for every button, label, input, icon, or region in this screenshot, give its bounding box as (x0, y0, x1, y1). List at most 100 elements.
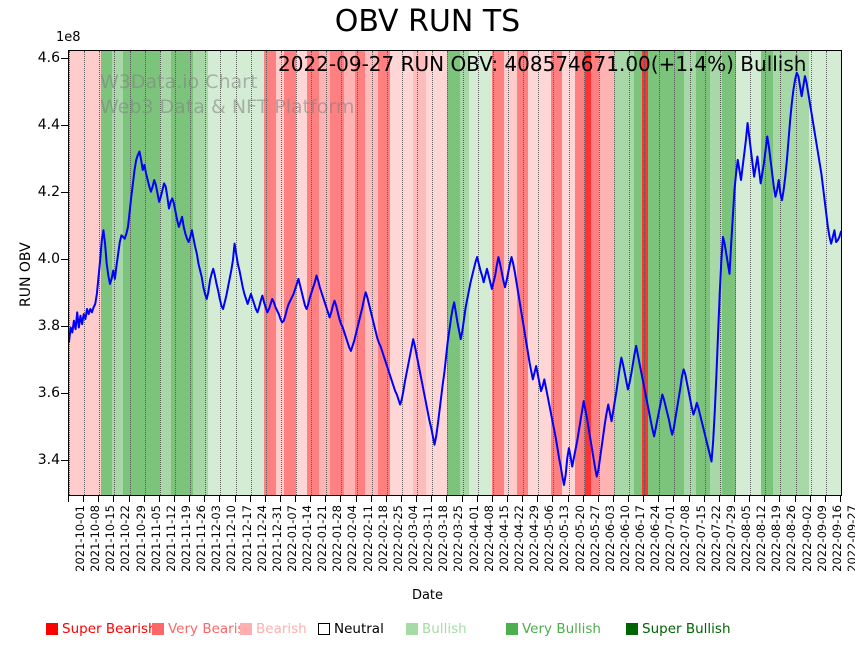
x-tick-label: 2022-05-13 (557, 505, 572, 572)
sentiment-band (695, 51, 710, 495)
x-tick-label: 2021-10-29 (133, 505, 148, 572)
sentiment-band (365, 51, 378, 495)
grid-line (432, 51, 434, 495)
x-tick-label: 2022-08-26 (784, 505, 799, 572)
legend-item-neutral[interactable]: Neutral (318, 620, 384, 638)
x-tick-mark (476, 495, 478, 502)
x-tick-mark (340, 495, 342, 502)
legend-label: Super Bearish (62, 621, 157, 637)
grid-line (689, 51, 691, 495)
x-tick-label: 2021-10-01 (73, 505, 87, 572)
grid-line (296, 51, 298, 495)
x-tick-label: 2022-03-04 (406, 505, 421, 572)
x-tick-mark (824, 495, 826, 502)
x-tick-mark (264, 495, 266, 502)
obv-line (69, 73, 841, 485)
grid-line (659, 51, 661, 495)
x-tick-mark (295, 495, 297, 502)
x-tick-mark (522, 495, 524, 502)
x-tick-label: 2021-11-12 (163, 505, 178, 572)
grid-line (129, 51, 131, 495)
legend-item-super-bearish[interactable]: Super Bearish (46, 620, 157, 638)
sentiment-band (575, 51, 585, 495)
grid-line (583, 51, 585, 495)
sentiment-band (283, 51, 296, 495)
x-tick-mark (401, 495, 403, 502)
x-tick-mark (597, 495, 599, 502)
x-tick-label: 2022-06-10 (617, 505, 632, 572)
y-tick-mark (61, 393, 68, 395)
x-tick-mark (673, 495, 675, 502)
x-tick-label: 2022-03-25 (451, 505, 466, 572)
x-tick-label: 2022-03-11 (421, 505, 436, 572)
x-tick-label: 2022-04-22 (511, 505, 526, 572)
sentiment-band (275, 51, 284, 495)
y-tick-mark (61, 259, 68, 261)
y-tick-mark (61, 192, 68, 194)
legend-item-super-bullish[interactable]: Super Bullish (626, 620, 731, 638)
x-tick-mark (173, 495, 175, 502)
grid-line (447, 51, 449, 495)
legend-label: Bullish (422, 621, 467, 637)
legend-item-very-bearish[interactable]: Very Bearish (152, 620, 253, 638)
grid-line (417, 51, 419, 495)
x-tick-mark (809, 495, 811, 502)
sentiment-band (319, 51, 330, 495)
x-tick-mark (143, 495, 145, 502)
plot-area (68, 50, 842, 496)
sentiment-band (306, 51, 320, 495)
grid-line (523, 51, 525, 495)
x-tick-mark (83, 495, 85, 502)
grid-line (250, 51, 252, 495)
legend-swatch-icon (406, 623, 418, 635)
x-tick-mark (718, 495, 720, 502)
grid-line (795, 51, 797, 495)
legend-item-very-bullish[interactable]: Very Bullish (506, 620, 601, 638)
x-tick-label: 2022-09-16 (829, 505, 844, 572)
x-tick-label: 2021-12-24 (254, 505, 269, 572)
x-tick-mark (370, 495, 372, 502)
grid-line (674, 51, 676, 495)
x-tick-mark (234, 495, 236, 502)
x-tick-mark (128, 495, 130, 502)
x-tick-label: 2022-08-19 (769, 505, 784, 572)
sentiment-band (598, 51, 615, 495)
x-tick-mark (703, 495, 705, 502)
y-tick-mark (61, 460, 68, 462)
x-tick-label: 2022-08-05 (739, 505, 754, 572)
legend-swatch-icon (318, 623, 330, 635)
y-tick-label: 3.6 (37, 385, 60, 402)
legend-swatch-icon (240, 623, 252, 635)
x-tick-mark (355, 495, 357, 502)
y-tick-label: 4.2 (37, 184, 60, 201)
x-tick-mark (567, 495, 569, 502)
sentiment-band (459, 51, 469, 495)
grid-line (538, 51, 540, 495)
x-tick-mark (385, 495, 387, 502)
x-tick-mark (779, 495, 781, 502)
sentiment-band (447, 51, 460, 495)
grid-line (553, 51, 555, 495)
legend-item-bullish[interactable]: Bullish (406, 620, 467, 638)
legend-label: Neutral (334, 621, 384, 637)
grid-line (629, 51, 631, 495)
x-tick-mark (431, 495, 433, 502)
legend-item-bearish[interactable]: Bearish (240, 620, 307, 638)
grid-line (144, 51, 146, 495)
x-tick-mark (734, 495, 736, 502)
x-tick-label: 2022-06-24 (648, 505, 663, 572)
sentiment-band (295, 51, 307, 495)
x-tick-label: 2022-08-12 (754, 505, 769, 572)
grid-line (644, 51, 646, 495)
x-tick-label: 2021-12-17 (239, 505, 254, 572)
grid-line (477, 51, 479, 495)
grid-line (780, 51, 782, 495)
grid-line (704, 51, 706, 495)
x-tick-label: 2022-05-27 (587, 505, 602, 572)
sentiment-band (123, 51, 161, 495)
x-tick-label: 2022-09-09 (814, 505, 829, 572)
latest-value-annotation: 2022-09-27 RUN OBV: 408574671.00(+1.4%) … (278, 52, 807, 76)
legend-swatch-icon (506, 623, 518, 635)
x-tick-label: 2021-12-03 (209, 505, 224, 572)
sentiment-band (648, 51, 684, 495)
